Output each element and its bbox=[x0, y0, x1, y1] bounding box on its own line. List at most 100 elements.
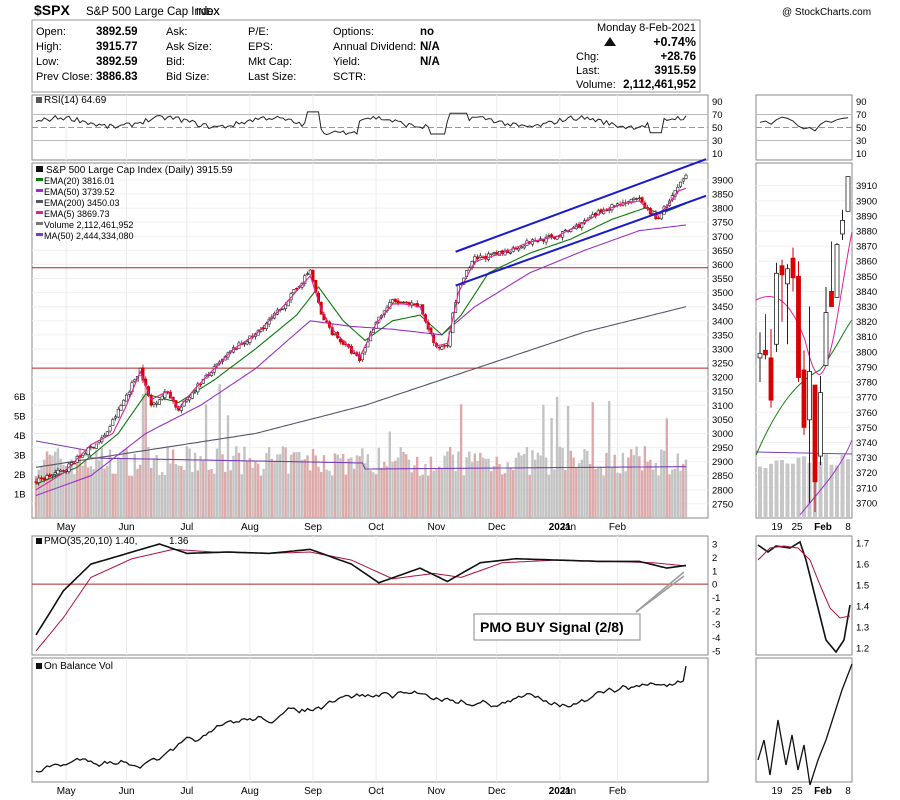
volume-bar bbox=[564, 470, 567, 518]
candle-body bbox=[396, 300, 400, 304]
x-tick-label: Oct bbox=[368, 522, 384, 533]
volume-bar bbox=[75, 460, 79, 518]
volume-bar bbox=[684, 459, 688, 518]
volume-bar bbox=[281, 446, 285, 518]
candle-body bbox=[149, 395, 153, 406]
volume-bar bbox=[671, 469, 674, 518]
zoom-candle-body bbox=[823, 312, 829, 366]
candle-body bbox=[92, 447, 96, 449]
volume-bar bbox=[177, 465, 180, 518]
volume-bar bbox=[64, 466, 68, 518]
x-tick-label: Sep bbox=[304, 522, 322, 533]
candle-body bbox=[48, 474, 52, 478]
volume-tick-label: 3B bbox=[14, 451, 26, 462]
volume-bar bbox=[440, 468, 444, 518]
rsi-tick-label: 70 bbox=[712, 110, 723, 121]
volume-bar bbox=[654, 462, 658, 518]
volume-bar bbox=[81, 465, 84, 518]
volume-bar bbox=[196, 470, 200, 518]
price-tick-label: 3550 bbox=[712, 274, 733, 285]
volume-bar bbox=[536, 452, 540, 518]
volume-bar bbox=[476, 461, 479, 518]
volume-bar bbox=[561, 447, 564, 518]
candle-body bbox=[303, 275, 307, 285]
obv-legend: On Balance Vol bbox=[44, 661, 113, 672]
candle-body bbox=[415, 303, 419, 308]
quote-value: 3915.77 bbox=[96, 41, 138, 53]
candle-body bbox=[108, 426, 112, 432]
volume-bar bbox=[388, 431, 391, 518]
zoom-price-tick-label: 3860 bbox=[856, 257, 877, 268]
zoom-candle-body bbox=[818, 392, 823, 457]
volume-bar bbox=[336, 454, 339, 518]
x-tick-label: Nov bbox=[428, 786, 446, 797]
volume-bar bbox=[314, 455, 317, 518]
quote-value: N/A bbox=[420, 41, 440, 53]
candle-body bbox=[83, 453, 87, 456]
volume-bar bbox=[108, 449, 112, 518]
volume-bar bbox=[605, 452, 608, 518]
volume-bar bbox=[300, 459, 304, 518]
volume-bar bbox=[597, 467, 600, 518]
volume-bar bbox=[147, 446, 150, 518]
zoom-pmo-tick-label: 1.7 bbox=[856, 539, 869, 550]
price-tick-label: 2950 bbox=[712, 443, 733, 454]
x-tick-label: Jul bbox=[180, 522, 193, 533]
volume-bar bbox=[267, 447, 271, 518]
rsi-line bbox=[35, 111, 687, 136]
x-tick-label: Aug bbox=[241, 522, 259, 533]
candle-body bbox=[629, 199, 633, 203]
watermark: @ StockCharts.com bbox=[782, 7, 871, 18]
volume-bar bbox=[295, 452, 298, 518]
volume-bar bbox=[130, 475, 134, 518]
price-tick-label: 2900 bbox=[712, 457, 733, 468]
zoom-ema50-line bbox=[799, 439, 853, 516]
zoom-x-tick-label: 19 bbox=[771, 786, 783, 797]
quote-label: Prev Close: bbox=[36, 71, 93, 83]
x-tick-label: Aug bbox=[241, 786, 259, 797]
candle-body bbox=[127, 391, 131, 395]
volume-tick-label: 2B bbox=[14, 470, 26, 481]
candle-body bbox=[262, 327, 266, 330]
volume-bar bbox=[166, 446, 169, 518]
zoom-ema5-line bbox=[755, 231, 853, 375]
candle-body bbox=[391, 299, 395, 304]
volume-bar bbox=[629, 449, 633, 518]
zoom-pmo-tick-label: 1.4 bbox=[856, 602, 869, 613]
candle-body bbox=[679, 181, 683, 187]
candle-body bbox=[72, 462, 76, 465]
volume-bar bbox=[627, 457, 630, 518]
candle-body bbox=[193, 390, 197, 393]
candle-body bbox=[519, 246, 523, 249]
volume-bar bbox=[539, 455, 542, 518]
pmo-tick-label: -3 bbox=[712, 620, 720, 631]
candle-body bbox=[640, 197, 644, 203]
volume-bar bbox=[352, 468, 356, 518]
volume-bar bbox=[114, 473, 117, 518]
zoom-price-tick-label: 3880 bbox=[856, 226, 877, 237]
volume-bar bbox=[119, 458, 123, 518]
candle-body bbox=[541, 239, 545, 242]
quote-label: Bid: bbox=[166, 56, 185, 68]
legend-entry: Volume 2,112,461,952 bbox=[44, 220, 133, 230]
volume-bar bbox=[191, 471, 194, 518]
volume-tick-label: 4B bbox=[14, 431, 26, 442]
ema5-line bbox=[35, 187, 687, 491]
volume-bar bbox=[512, 469, 515, 518]
candle-body bbox=[492, 252, 496, 254]
volume-bar bbox=[53, 451, 57, 518]
candle-body bbox=[684, 174, 688, 179]
zoom-candle-body bbox=[757, 352, 763, 359]
volume-bar bbox=[273, 461, 276, 518]
volume-bar bbox=[51, 455, 54, 518]
volume-bar bbox=[224, 471, 227, 518]
volume-bar bbox=[407, 459, 411, 518]
volume-bar bbox=[421, 474, 424, 518]
volume-bar bbox=[498, 464, 501, 518]
volume-bar bbox=[643, 446, 647, 518]
volume-bar bbox=[309, 470, 312, 518]
zoom-volume-bar bbox=[835, 465, 839, 518]
zoom-price-tick-label: 3850 bbox=[856, 272, 877, 283]
volume-bar bbox=[602, 475, 605, 518]
